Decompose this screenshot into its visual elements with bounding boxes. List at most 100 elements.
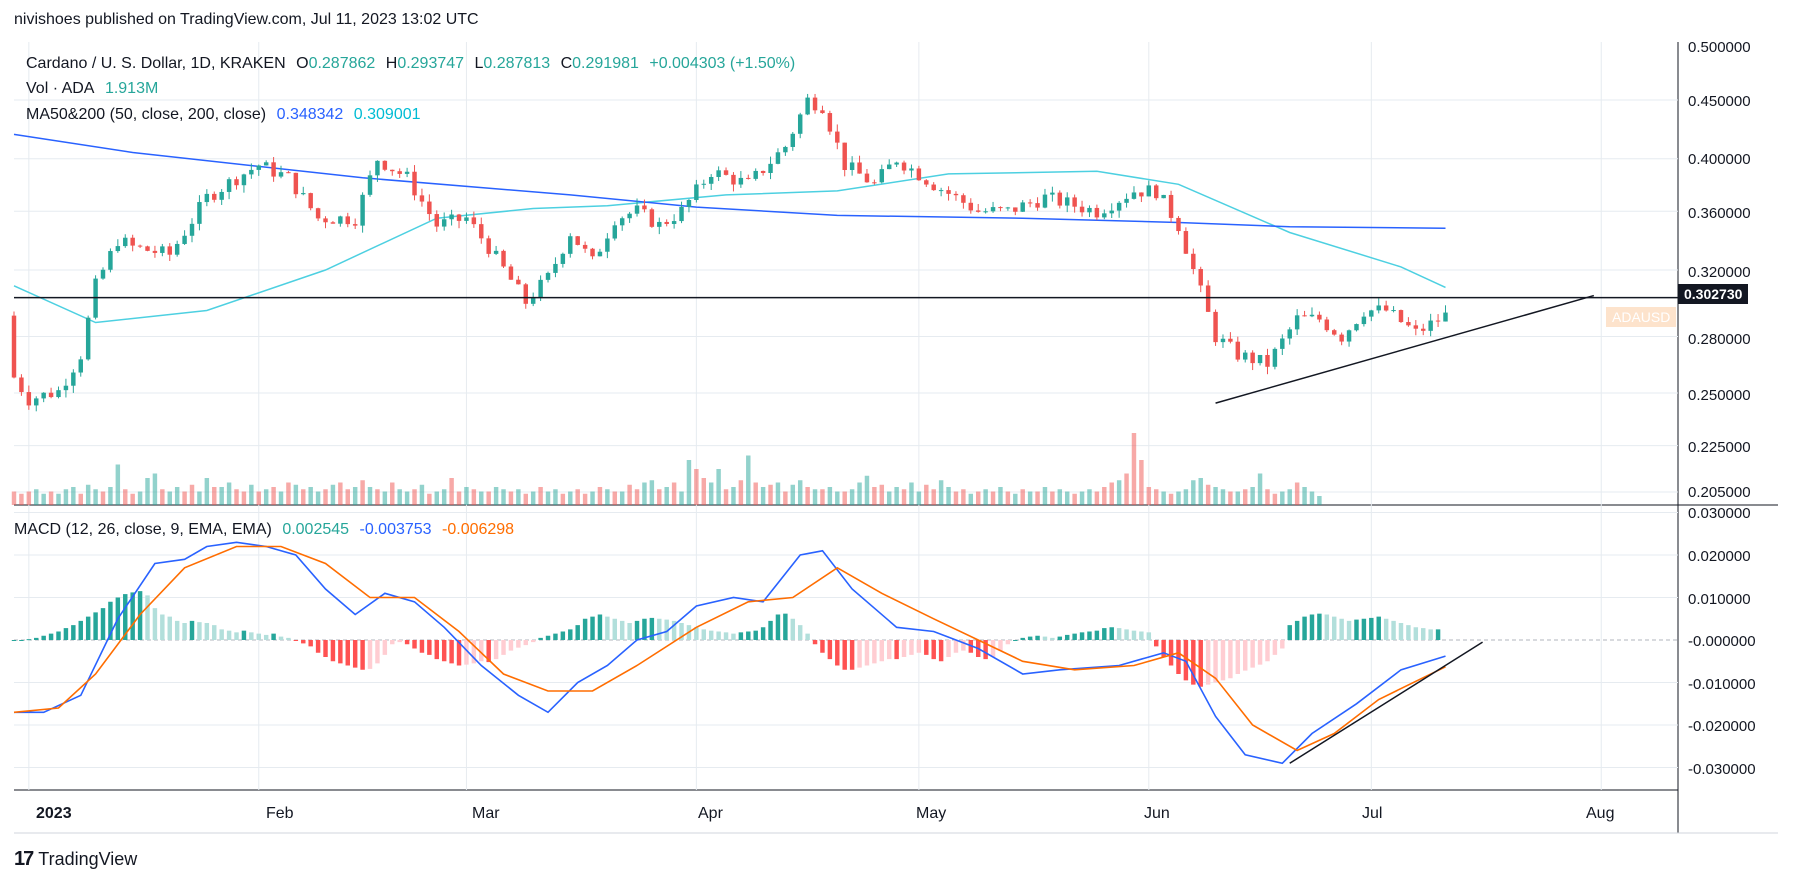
macd-histogram-bar bbox=[983, 640, 988, 660]
candle-body bbox=[249, 169, 254, 175]
macd-histogram-bar bbox=[293, 640, 299, 641]
macd-histogram-bar bbox=[1124, 629, 1129, 640]
volume-bar bbox=[308, 487, 313, 505]
volume-bar bbox=[1064, 491, 1070, 505]
macd-histogram-bar bbox=[731, 633, 736, 640]
macd-histogram-bar bbox=[1020, 637, 1025, 640]
candle-body bbox=[1421, 328, 1426, 331]
candle-body bbox=[1183, 231, 1189, 254]
volume-bar bbox=[1205, 484, 1211, 505]
volume-bar bbox=[204, 478, 210, 505]
macd-histogram-bar bbox=[909, 640, 914, 655]
candle-body bbox=[271, 162, 276, 177]
volume-label[interactable]: Vol · ADA bbox=[26, 80, 95, 97]
volume-bar bbox=[983, 489, 988, 505]
candle-body bbox=[953, 193, 959, 196]
volume-bar bbox=[909, 482, 914, 505]
price-tick: 0.225000 bbox=[1688, 439, 1751, 456]
macd-histogram-bar bbox=[404, 640, 410, 645]
volume-bar bbox=[427, 493, 432, 505]
candle-body bbox=[508, 266, 514, 280]
time-tick: Apr bbox=[698, 805, 724, 822]
candle-body bbox=[441, 219, 447, 227]
candle-body bbox=[123, 237, 128, 247]
volume-bar bbox=[812, 489, 818, 505]
volume-bar bbox=[137, 491, 143, 505]
volume-bar bbox=[731, 487, 736, 505]
candle-body bbox=[998, 207, 1003, 209]
candle-body bbox=[167, 246, 172, 255]
candle-body bbox=[886, 164, 892, 170]
macd-histogram-bar bbox=[382, 640, 388, 655]
volume-bar bbox=[241, 491, 247, 505]
macd-line-value: -0.003753 bbox=[359, 521, 432, 538]
ma-label[interactable]: MA50&200 (50, close, 200, close) bbox=[26, 106, 267, 123]
volume-bar bbox=[849, 489, 855, 505]
candle-body bbox=[1079, 206, 1085, 213]
macd-histogram-bar bbox=[189, 620, 195, 640]
volume-bar bbox=[827, 487, 833, 505]
volume-bar bbox=[790, 484, 796, 505]
macd-histogram-bar bbox=[886, 640, 892, 660]
macd-histogram-bar bbox=[278, 636, 284, 640]
macd-histogram-bar bbox=[619, 620, 625, 640]
volume-bar bbox=[48, 491, 54, 505]
macd-histogram-bar bbox=[63, 628, 69, 640]
macd-histogram-bar bbox=[1220, 640, 1226, 681]
macd-histogram-bar bbox=[753, 630, 758, 640]
candle-body bbox=[345, 216, 350, 225]
macd-histogram-bar bbox=[1369, 617, 1374, 640]
volume-value: 1.913M bbox=[104, 80, 159, 97]
candle-body bbox=[226, 179, 232, 192]
candle-body bbox=[63, 385, 69, 391]
volume-bar bbox=[56, 493, 61, 505]
macd-histogram-bar bbox=[1250, 640, 1255, 668]
price-tick: 0.360000 bbox=[1688, 205, 1751, 222]
symbol-legend: Cardano / U. S. Dollar, 1D, KRAKEN O0.28… bbox=[26, 55, 801, 73]
macd-histogram-bar bbox=[479, 640, 484, 662]
macd-histogram-bar bbox=[1421, 628, 1426, 640]
candle-body bbox=[1287, 329, 1292, 339]
volume-bar bbox=[857, 482, 862, 505]
macd-tick: 0.020000 bbox=[1688, 548, 1751, 565]
volume-bar bbox=[501, 489, 506, 505]
candle-body bbox=[100, 269, 106, 279]
candle-body bbox=[1406, 322, 1411, 326]
macd-histogram-bar bbox=[226, 630, 232, 640]
volume-bar bbox=[1102, 487, 1107, 505]
candle-body bbox=[1050, 192, 1055, 195]
macd-histogram-bar bbox=[1361, 618, 1367, 640]
macd-histogram-bar bbox=[805, 633, 810, 640]
volume-bar bbox=[931, 489, 936, 505]
candle-body bbox=[471, 217, 477, 225]
candle-body bbox=[360, 194, 365, 226]
macd-histogram-bar bbox=[1057, 636, 1063, 640]
candle-body bbox=[1294, 315, 1300, 330]
macd-histogram-bar bbox=[1332, 616, 1337, 640]
candle-body bbox=[938, 190, 944, 192]
ma-legend: MA50&200 (50, close, 200, close) 0.34834… bbox=[26, 106, 427, 124]
volume-bar bbox=[315, 491, 321, 505]
volume-bar bbox=[649, 480, 655, 505]
candle-body bbox=[530, 298, 536, 304]
price-tick: 0.280000 bbox=[1688, 331, 1751, 348]
macd-label[interactable]: MACD (12, 26, close, 9, EMA, EMA) bbox=[14, 521, 272, 538]
macd-histogram-bar bbox=[234, 632, 239, 640]
symbol-title[interactable]: Cardano / U. S. Dollar, 1D, KRAKEN bbox=[26, 55, 286, 72]
brand-name: TradingView bbox=[38, 849, 138, 869]
volume-bar bbox=[597, 487, 603, 505]
price-tick: 0.400000 bbox=[1688, 151, 1751, 168]
volume-bar bbox=[842, 491, 847, 505]
macd-histogram-bar bbox=[612, 618, 618, 640]
macd-histogram-bar bbox=[1339, 618, 1344, 640]
tradingview-brand[interactable]: 17 TradingView bbox=[14, 848, 137, 871]
candle-body bbox=[1309, 314, 1315, 317]
macd-histogram-bar bbox=[1050, 637, 1055, 640]
volume-bar bbox=[360, 480, 365, 505]
volume-bar bbox=[938, 480, 944, 505]
macd-histogram-bar bbox=[857, 640, 862, 668]
candle-body bbox=[723, 170, 729, 175]
volume-bar bbox=[805, 487, 810, 505]
macd-tick: -0.030000 bbox=[1688, 761, 1756, 778]
